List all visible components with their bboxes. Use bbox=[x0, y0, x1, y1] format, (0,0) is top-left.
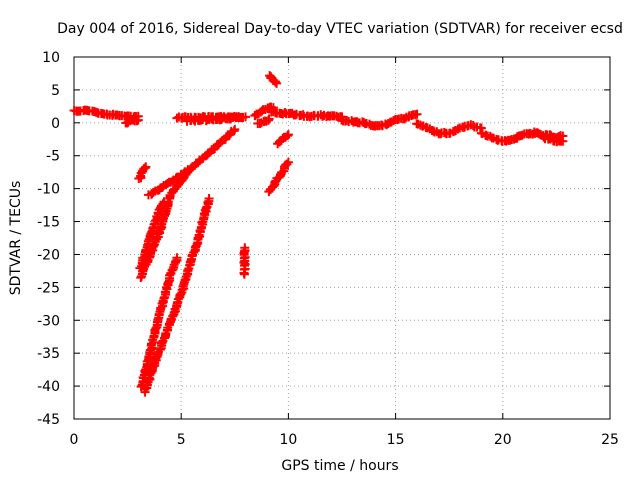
x-tick-label: 0 bbox=[70, 432, 79, 448]
y-tick-label: -25 bbox=[37, 280, 60, 296]
y-tick-label: 5 bbox=[51, 83, 60, 99]
y-tick-label: -40 bbox=[37, 379, 60, 395]
axis-ticks: 0 5 10 15 20 25 10 5 0 -5 -10 -15 -20 -25 -30 -35 -40 -45 bbox=[37, 50, 619, 448]
x-tick-label: 25 bbox=[601, 432, 619, 448]
x-tick-label: 20 bbox=[494, 432, 512, 448]
y-tick-label: -35 bbox=[37, 346, 60, 362]
y-tick-label: -5 bbox=[46, 149, 60, 165]
data-point bbox=[241, 271, 248, 278]
chart-title: Day 004 of 2016, Sidereal Day-to-day VTE… bbox=[57, 21, 623, 37]
x-axis-label: GPS time / hours bbox=[281, 458, 398, 474]
y-tick-label: -45 bbox=[37, 412, 60, 428]
x-tick-label: 5 bbox=[177, 432, 186, 448]
y-tick-label: 10 bbox=[42, 50, 60, 66]
y-tick-label: 0 bbox=[51, 116, 60, 132]
y-tick-label: -20 bbox=[37, 247, 60, 263]
y-tick-label: -15 bbox=[37, 215, 60, 231]
x-tick-label: 10 bbox=[279, 432, 297, 448]
y-axis-label: SDTVAR / TECUs bbox=[8, 181, 24, 296]
x-tick-label: 15 bbox=[387, 432, 405, 448]
sdtvar-chart: Day 004 of 2016, Sidereal Day-to-day VTE… bbox=[0, 0, 640, 480]
data-series bbox=[71, 72, 567, 395]
y-tick-label: -30 bbox=[37, 313, 60, 329]
y-tick-label: -10 bbox=[37, 182, 60, 198]
